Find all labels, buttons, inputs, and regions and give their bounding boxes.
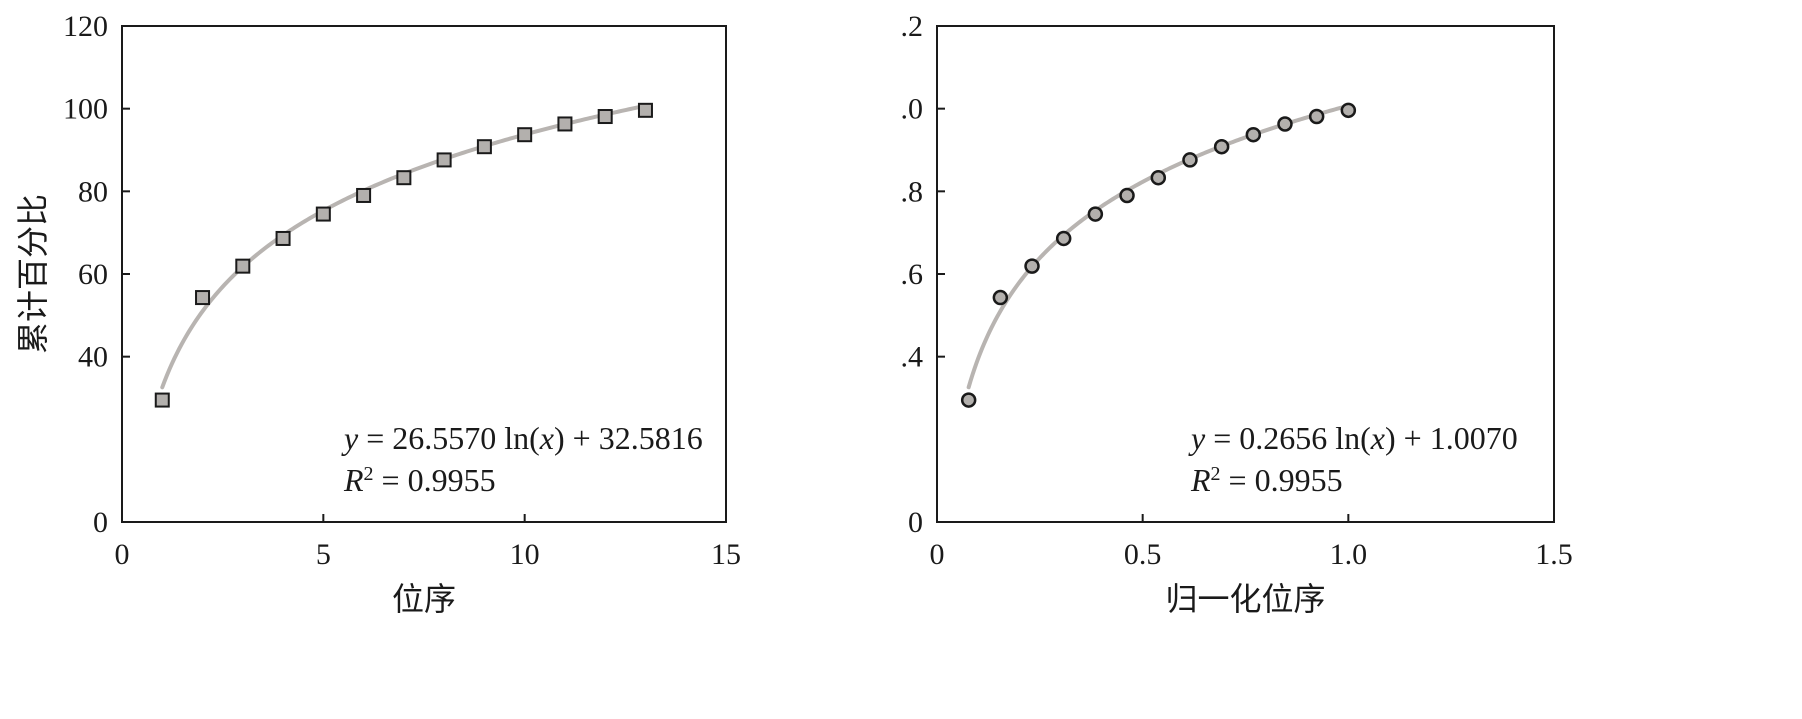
- data-point: [436, 152, 452, 168]
- y-tick-label: 80: [78, 175, 108, 208]
- y-tick-label: 120: [63, 10, 108, 43]
- data-point: [637, 102, 653, 118]
- x-tick-label: 1.0: [1330, 538, 1368, 571]
- y-tick-label: 0: [93, 506, 108, 539]
- fit-equation: y = 26.5570 ln(x) + 32.5816: [341, 420, 703, 456]
- data-point: [396, 170, 412, 186]
- x-tick-label: 1.5: [1535, 538, 1573, 571]
- data-point: [154, 392, 170, 408]
- data-point: [1150, 169, 1167, 186]
- r-squared: R2 = 0.9955: [343, 462, 496, 498]
- y-tick-label: 1.0: [901, 93, 923, 126]
- y-tick-label: 0.8: [901, 175, 923, 208]
- x-tick-label: 0: [930, 538, 945, 571]
- data-point: [1182, 152, 1198, 168]
- data-point: [1055, 230, 1072, 247]
- cumulative-percent-plot: 0 5 10 15 0 40 60 80 100 120 位序 累计百分比 y = 26.5570 ln…: [14, 10, 741, 618]
- y-tick-label: 40: [78, 341, 108, 374]
- data-point: [1277, 116, 1293, 132]
- y-tick-label: 60: [78, 258, 108, 291]
- fit-curve: [160, 103, 648, 390]
- data-point: [992, 289, 1009, 306]
- y-tick-label: 0.6: [901, 258, 923, 291]
- data-point: [557, 116, 573, 132]
- data-point: [195, 290, 211, 306]
- x-axis-label: 位序: [392, 580, 456, 618]
- y-axis-label: 累计百分比: [14, 194, 52, 354]
- y-tick-label: 100: [63, 93, 108, 126]
- data-point: [1308, 108, 1325, 125]
- data-point: [1024, 258, 1040, 274]
- x-tick-label: 0.5: [1124, 538, 1162, 571]
- data-point: [1119, 187, 1135, 204]
- data-point: [960, 392, 977, 408]
- x-tick-label: 5: [316, 538, 331, 571]
- data-point: [235, 258, 251, 274]
- fit-curve: [966, 103, 1351, 390]
- data-point: [1087, 206, 1104, 222]
- normalized-cumulative-plot: 00.51.01.500.40.60.81.01.2归一化位序归一化累计分布y …: [901, 10, 1573, 618]
- x-tick-label: 10: [510, 538, 540, 571]
- y-tick-label: 1.2: [901, 10, 923, 43]
- normalized-cumulative-chart: 00.51.01.500.40.60.81.01.2归一化位序归一化累计分布y …: [901, 0, 1802, 719]
- data-point: [1245, 126, 1262, 143]
- data-point: [315, 206, 331, 222]
- x-axis-label: 归一化位序: [1165, 580, 1325, 618]
- fit-equation: y = 0.2656 ln(x) + 1.0070: [1188, 420, 1518, 456]
- data-point: [1213, 138, 1230, 155]
- data-point: [476, 139, 492, 155]
- data-point: [275, 230, 291, 246]
- data-point: [597, 109, 613, 125]
- y-tick-label: 0: [908, 506, 923, 539]
- r-squared: R2 = 0.9955: [1190, 462, 1343, 498]
- x-tick-label: 0: [115, 538, 130, 571]
- data-point: [1340, 102, 1357, 119]
- cumulative-percent-chart: 0 5 10 15 0 40 60 80 100 120 位序 累计百分比 y = 26.5570 ln…: [14, 10, 741, 618]
- y-tick-label: 0.4: [901, 341, 923, 374]
- data-point: [356, 187, 372, 203]
- x-tick-label: 15: [711, 538, 741, 571]
- data-point: [517, 127, 533, 143]
